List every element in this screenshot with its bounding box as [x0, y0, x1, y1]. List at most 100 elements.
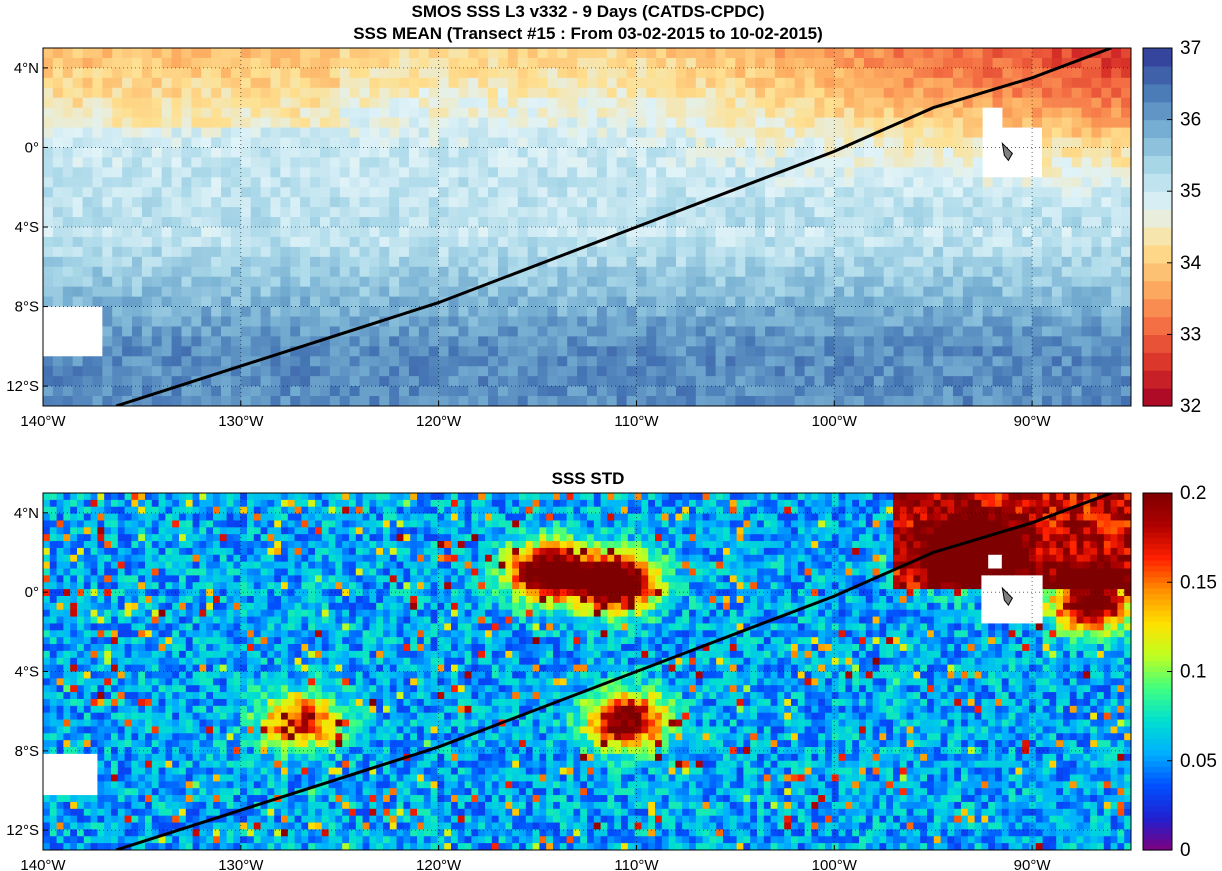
colorbar-step — [1143, 316, 1172, 335]
colorbar-step — [1143, 280, 1172, 300]
colorbar-step — [1143, 638, 1172, 645]
y-tick-label: 12°S — [6, 822, 39, 839]
x-tick-label: 130°W — [218, 413, 264, 430]
heatmap-field — [43, 493, 1131, 850]
colorbar-step — [1143, 727, 1172, 734]
heatmap-field — [43, 48, 1131, 406]
colorbar-step — [1143, 593, 1172, 600]
x-tick-label: 90°W — [1014, 413, 1052, 430]
colorbar-step — [1143, 334, 1172, 353]
y-tick-label: 8°S — [15, 299, 39, 316]
x-tick-label: 120°W — [416, 413, 462, 430]
colorbar-step — [1143, 833, 1172, 840]
colorbar-step — [1143, 571, 1172, 578]
colorbar-step — [1143, 101, 1172, 121]
colorbar-step — [1143, 760, 1172, 767]
colorbar-step — [1143, 799, 1172, 806]
transect-line — [115, 48, 1112, 406]
colorbar-step — [1143, 137, 1172, 156]
colorbar-step — [1143, 671, 1172, 678]
colorbar-step — [1143, 526, 1172, 533]
colorbar-step — [1143, 844, 1172, 851]
colorbar-step — [1143, 777, 1172, 784]
colorbar-step — [1143, 794, 1172, 801]
colorbar-step — [1143, 716, 1172, 723]
colorbar-step — [1143, 587, 1172, 595]
colorbar-step — [1143, 509, 1172, 516]
y-tick-label: 4°N — [14, 60, 39, 77]
colorbar-tick-label: 0.05 — [1180, 751, 1217, 772]
colorbar-step — [1143, 749, 1172, 756]
figure-title-line2: SSS MEAN (Transect #15 : From 03-02-2015… — [353, 24, 823, 43]
colorbar-step — [1143, 699, 1172, 706]
x-tick-label: 130°W — [218, 857, 264, 871]
colorbar-step — [1143, 543, 1172, 550]
colorbar-step — [1143, 788, 1172, 795]
y-tick-label: 12°S — [6, 378, 39, 395]
colorbar-step — [1143, 771, 1172, 779]
colorbar-step — [1143, 191, 1172, 210]
colorbar-step — [1143, 83, 1172, 103]
colorbar-step — [1143, 783, 1172, 790]
colorbar-step — [1143, 48, 1172, 67]
colorbar-step — [1143, 822, 1172, 829]
colorbar-step — [1143, 537, 1172, 544]
colorbar-step — [1143, 621, 1172, 628]
colorbar-step — [1143, 838, 1172, 846]
y-tick-label: 0° — [25, 584, 39, 601]
colorbar-step — [1143, 554, 1172, 561]
island-land-mark — [1001, 586, 1013, 607]
transect-line — [115, 493, 1112, 850]
colorbar-tick-label: 0.1 — [1180, 662, 1206, 683]
sss-std-panel: 140°W 130°W 120°W 110°W 100°W 90°W 4°N 0° 4°S 8°S… — [6, 483, 1217, 871]
colorbar-step — [1143, 615, 1172, 622]
x-tick-label: 120°W — [416, 857, 462, 871]
colorbar-frame — [1142, 47, 1173, 407]
colorbar-step — [1143, 209, 1172, 228]
y-tick-label: 4°S — [15, 219, 39, 236]
colorbar-step — [1143, 693, 1172, 700]
colorbar-tick-label: 37 — [1180, 38, 1201, 59]
colorbar-step — [1143, 688, 1172, 695]
colorbar-step — [1143, 682, 1172, 689]
colorbar-step — [1143, 532, 1172, 539]
colorbar: 32 33 34 35 36 37 — [1142, 38, 1202, 417]
colorbar-step — [1143, 227, 1172, 246]
colorbar-step — [1143, 244, 1172, 264]
colorbar-step — [1143, 504, 1172, 511]
colorbar-step — [1143, 732, 1172, 740]
colorbar-step — [1143, 173, 1172, 192]
colorbar-tick-label: 0.15 — [1180, 572, 1217, 593]
x-tick-label: 140°W — [20, 857, 66, 871]
colorbar-step — [1143, 576, 1172, 583]
colorbar-step — [1143, 610, 1172, 617]
colorbar-step — [1143, 493, 1172, 500]
colorbar-step — [1143, 565, 1172, 572]
colorbar-tick-label: 33 — [1180, 324, 1201, 345]
colorbar-step — [1143, 155, 1172, 174]
sss-mean-panel: 140°W 130°W 120°W 110°W 100°W 90°W 4°N 0° 4°S 8°S… — [6, 38, 1201, 430]
colorbar-step — [1143, 744, 1172, 751]
colorbar-step — [1143, 626, 1172, 634]
y-tick-label: 4°N — [14, 505, 39, 522]
colorbar-step — [1143, 677, 1172, 684]
colorbar-step — [1143, 298, 1172, 318]
figure-title-line1: SMOS SSS L3 v332 - 9 Days (CATDS-CPDC) — [412, 2, 765, 21]
y-tick-label: 8°S — [15, 743, 39, 760]
colorbar-tick-label: 32 — [1180, 396, 1201, 417]
colorbar: 0 0.05 0.1 0.15 0.2 — [1142, 483, 1217, 861]
colorbar-step — [1143, 498, 1172, 505]
colorbar-tick-label: 0.2 — [1180, 483, 1206, 504]
x-tick-label: 100°W — [812, 857, 858, 871]
x-tick-label: 110°W — [614, 413, 659, 430]
colorbar-step — [1143, 805, 1172, 812]
colorbar-tick-label: 34 — [1180, 253, 1202, 274]
colorbar-step — [1143, 352, 1172, 371]
island-land-mark — [1001, 141, 1013, 162]
colorbar-step — [1143, 710, 1172, 717]
x-tick-label: 110°W — [614, 857, 659, 871]
colorbar-tick-label: 35 — [1180, 181, 1201, 202]
colorbar-step — [1143, 755, 1172, 762]
colorbar-step — [1143, 548, 1172, 555]
